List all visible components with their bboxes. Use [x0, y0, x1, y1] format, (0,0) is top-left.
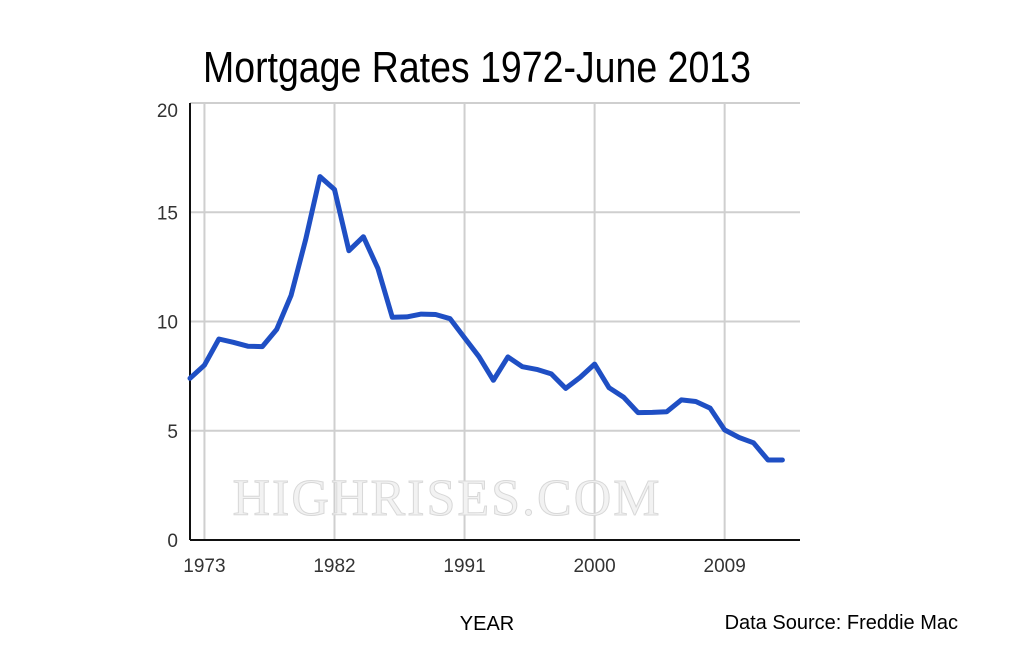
data-point [274, 327, 279, 332]
data-point [318, 174, 322, 179]
data-point [722, 427, 727, 432]
data-point [650, 410, 655, 415]
data-points [188, 174, 785, 462]
data-point [346, 248, 351, 253]
data-point [520, 364, 525, 369]
data-point [332, 187, 337, 192]
data-point [563, 386, 568, 391]
data-point [751, 440, 756, 445]
x-tick-label: 1973 [183, 556, 225, 577]
data-point [477, 354, 481, 359]
y-tick-label: 15 [157, 203, 178, 224]
data-point [462, 335, 467, 340]
data-point [621, 395, 626, 400]
chart-title: Mortgage Rates 1972-June 2013 [203, 43, 751, 92]
y-tick-label: 5 [167, 422, 178, 443]
data-point [491, 378, 496, 383]
data-point [505, 354, 510, 359]
data-point [607, 385, 611, 390]
data-point [737, 435, 742, 440]
x-tick-label: 2009 [704, 556, 746, 577]
y-tick-label: 20 [157, 101, 178, 122]
data-point [303, 237, 308, 242]
data-point [216, 337, 221, 341]
data-point [390, 315, 395, 320]
data-point [636, 410, 640, 415]
x-tick-labels: 1973 1982 1991 2000 2009 [183, 556, 745, 577]
grid [190, 102, 800, 540]
data-point [245, 344, 250, 349]
data-point [404, 314, 409, 319]
data-point [534, 367, 539, 372]
y-tick-label: 10 [157, 313, 178, 334]
series-line [187, 174, 785, 463]
watermark: HIGHRISES.COM [232, 470, 661, 527]
data-point [361, 234, 366, 239]
data-point [433, 312, 438, 317]
data-point [578, 375, 583, 380]
data-point [592, 362, 597, 367]
data-point [202, 363, 207, 368]
x-tick-label: 2000 [573, 556, 615, 577]
data-point [289, 293, 294, 298]
x-tick-label: 1991 [443, 556, 485, 577]
data-source-note: Data Source: Freddie Mac [725, 612, 958, 634]
y-tick-label: 0 [167, 531, 178, 552]
data-point [549, 371, 554, 376]
data-point [766, 458, 770, 462]
data-point [448, 316, 453, 321]
data-point [679, 397, 684, 402]
y-tick-labels: 0 5 10 15 20 [157, 101, 178, 552]
data-point [664, 409, 669, 414]
x-axis-label: YEAR [460, 613, 514, 635]
data-point [780, 458, 785, 462]
data-point [693, 399, 698, 404]
data-point [231, 340, 236, 345]
data-point [375, 266, 380, 271]
data-point [708, 406, 713, 411]
data-point [188, 376, 192, 381]
data-point [419, 312, 424, 317]
data-point [260, 344, 265, 349]
x-tick-label: 1982 [313, 556, 355, 577]
